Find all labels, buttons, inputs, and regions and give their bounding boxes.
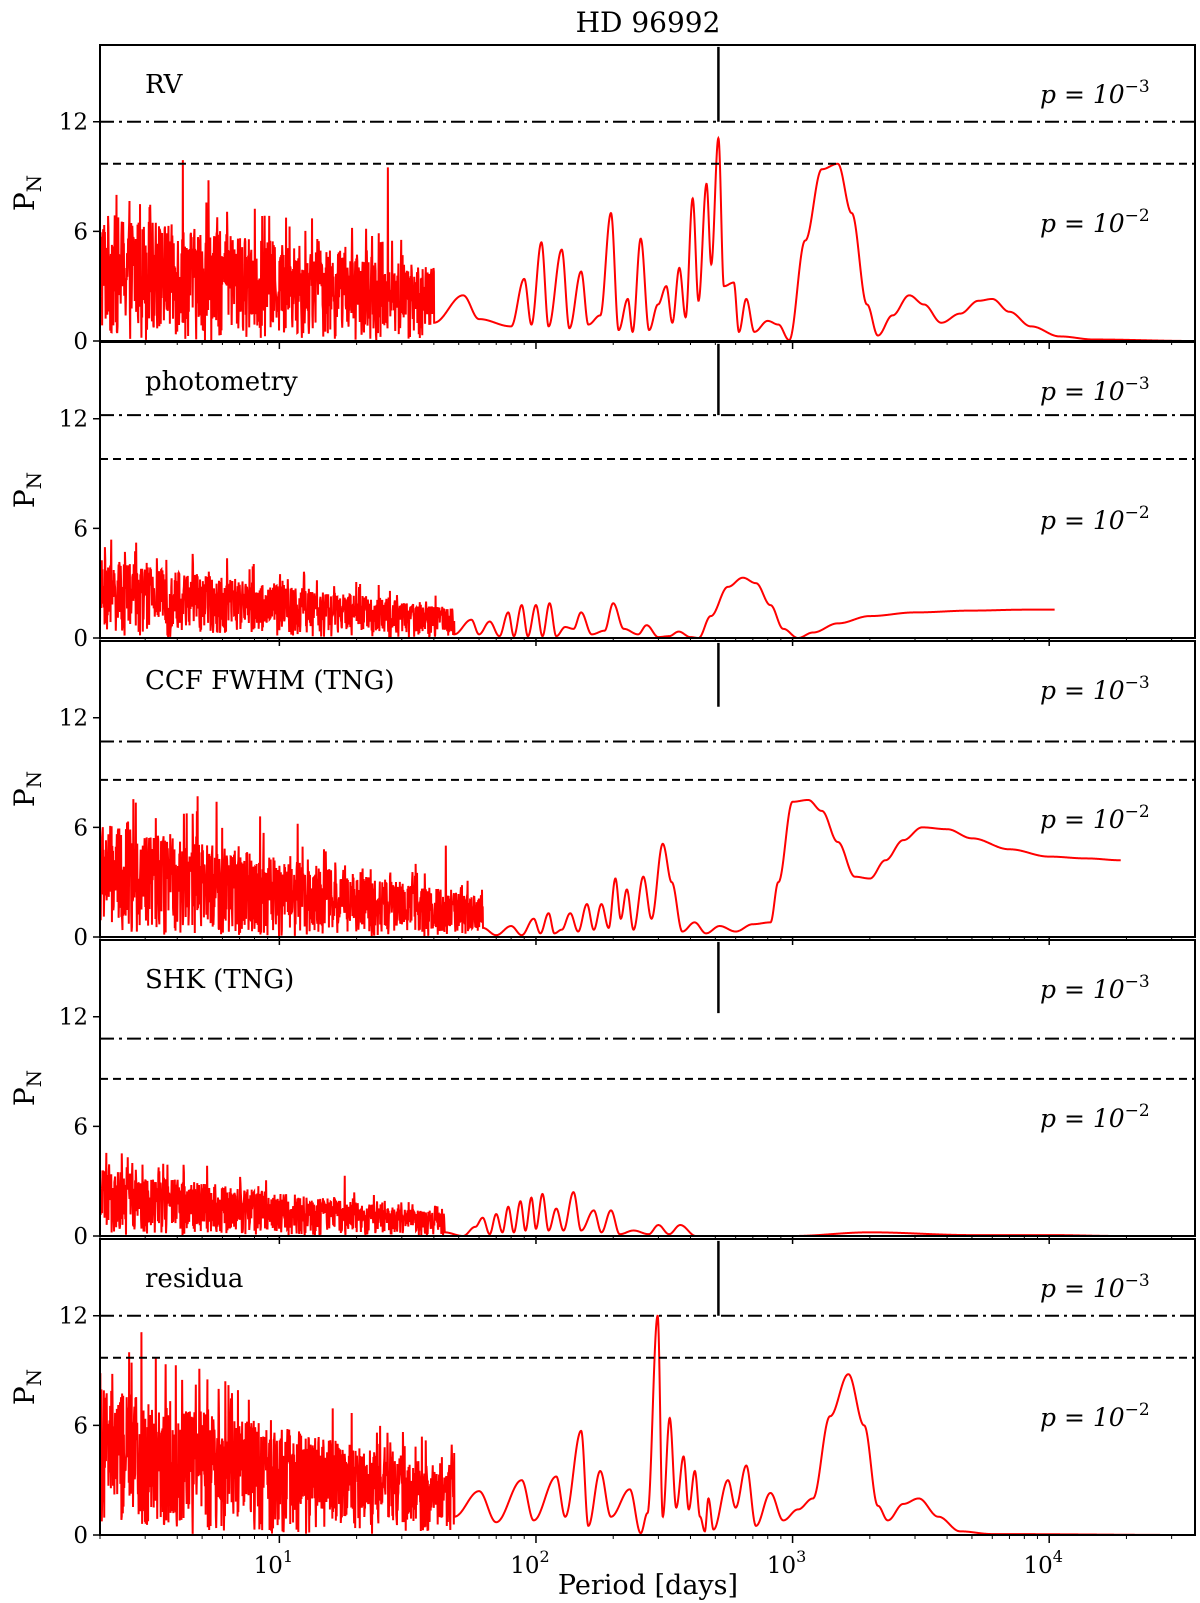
y-tick-label: 6 bbox=[73, 1114, 88, 1140]
panel-frame bbox=[99, 939, 1196, 1237]
periodogram-line bbox=[100, 1314, 1195, 1535]
y-tick-label: 12 bbox=[59, 1005, 88, 1031]
panel-frame bbox=[99, 341, 1196, 639]
panel-residua: 0 6 12 PN residua p = 10−3 p = 10−2 101 102 103 10… bbox=[8, 1238, 1196, 1579]
p-label-0001: p = 10−3 bbox=[1040, 374, 1150, 406]
y-tick-label: 6 bbox=[73, 815, 88, 841]
panel-ccf-fwhm-tng: 0 6 12 PN CCF FWHM (TNG) p = 10−3 p = 10−2 bbox=[8, 640, 1196, 951]
p-label-0001: p = 10−3 bbox=[1040, 77, 1150, 109]
x-tick-label: 103 bbox=[767, 1547, 806, 1579]
y-tick-label: 6 bbox=[73, 219, 88, 245]
x-tick-label: 102 bbox=[510, 1547, 549, 1579]
panel-frame bbox=[99, 640, 1196, 938]
y-tick-label: 12 bbox=[59, 706, 88, 732]
p-label-001: p = 10−2 bbox=[1040, 1101, 1150, 1133]
p-label-001: p = 10−2 bbox=[1040, 802, 1150, 834]
periodogram-line bbox=[100, 1152, 1121, 1236]
chart-title: HD 96992 bbox=[576, 6, 721, 39]
y-tick-label: 12 bbox=[59, 1304, 88, 1330]
y-tick-label: 0 bbox=[73, 925, 88, 951]
y-tick-label: 12 bbox=[59, 110, 88, 136]
y-axis-label: PN bbox=[8, 1070, 46, 1106]
x-tick-label: 101 bbox=[254, 1547, 293, 1579]
panel-photometry: 0 6 12 PN photometry p = 10−3 p = 10−2 bbox=[8, 341, 1196, 652]
panel-label: SHK (TNG) bbox=[145, 965, 294, 995]
y-axis-label: PN bbox=[8, 771, 46, 807]
y-tick-label: 6 bbox=[73, 516, 88, 542]
y-tick-label: 0 bbox=[73, 1224, 88, 1250]
panel-shk-tng: 0 6 12 PN SHK (TNG) p = 10−3 p = 10−2 bbox=[8, 939, 1196, 1250]
x-axis-label: Period [days] bbox=[558, 1570, 738, 1601]
periodogram-line bbox=[100, 796, 1121, 937]
panel-rv: 0 6 12 PN RV p = 10−3 p = 10−2 bbox=[8, 44, 1196, 355]
periodogram-line bbox=[100, 135, 1195, 341]
p-label-001: p = 10−2 bbox=[1040, 1400, 1150, 1432]
panel-label: RV bbox=[145, 70, 184, 100]
p-label-0001: p = 10−3 bbox=[1040, 673, 1150, 705]
panel-frame bbox=[99, 1238, 1196, 1536]
panel-label: photometry bbox=[145, 367, 298, 397]
p-label-0001: p = 10−3 bbox=[1040, 972, 1150, 1004]
y-axis-label: PN bbox=[8, 472, 46, 508]
x-tick-label: 104 bbox=[1023, 1547, 1062, 1579]
panel-label: CCF FWHM (TNG) bbox=[145, 666, 395, 696]
y-axis-label: PN bbox=[8, 1369, 46, 1405]
periodogram-line bbox=[100, 539, 1055, 638]
y-tick-label: 0 bbox=[73, 329, 88, 355]
y-tick-label: 6 bbox=[73, 1413, 88, 1439]
p-label-001: p = 10−2 bbox=[1040, 503, 1150, 535]
y-tick-label: 0 bbox=[73, 1523, 88, 1549]
y-tick-label: 0 bbox=[73, 626, 88, 652]
p-label-0001: p = 10−3 bbox=[1040, 1271, 1150, 1303]
panel-label: residua bbox=[145, 1264, 243, 1294]
y-axis-label: PN bbox=[8, 175, 46, 211]
panels-group: 0 6 12 PN RV p = 10−3 p = 10−2 0 6 12 PN photometry… bbox=[8, 44, 1196, 1579]
p-label-001: p = 10−2 bbox=[1040, 206, 1150, 238]
y-tick-label: 12 bbox=[59, 407, 88, 433]
